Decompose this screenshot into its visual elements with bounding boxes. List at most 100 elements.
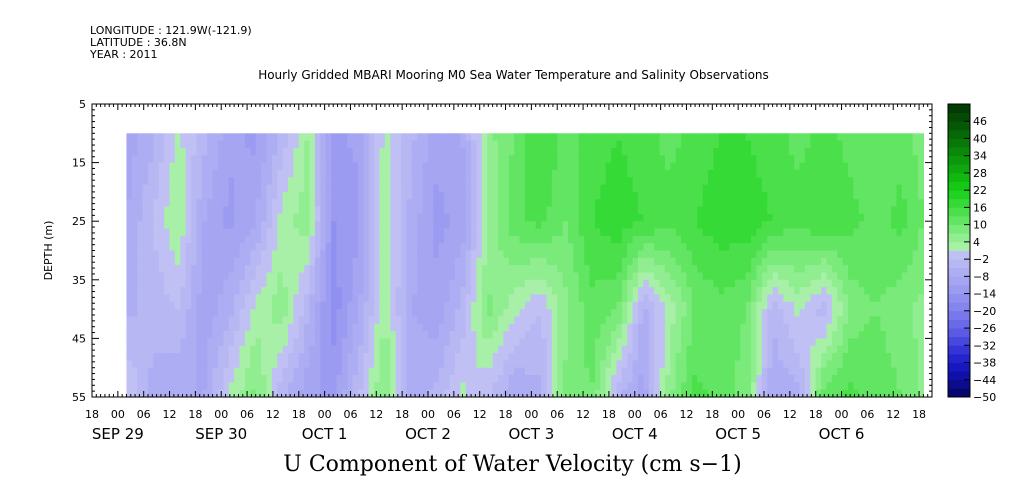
heatmap-cell — [514, 191, 521, 200]
heatmap-cell — [401, 140, 408, 149]
heatmap-cell — [282, 213, 289, 222]
heatmap-cell — [325, 287, 332, 296]
heatmap-cell — [514, 301, 521, 310]
heatmap-cell — [244, 294, 251, 303]
heatmap-cell — [632, 169, 639, 178]
heatmap-cell — [239, 155, 246, 164]
heatmap-cell — [261, 243, 268, 252]
heatmap-cell — [664, 169, 671, 178]
heatmap-cell — [675, 331, 682, 339]
heatmap-cell — [196, 338, 203, 347]
heatmap-cell — [508, 331, 515, 339]
heatmap-cell — [352, 177, 359, 186]
heatmap-cell — [794, 265, 801, 274]
heatmap-cell — [901, 367, 908, 376]
heatmap-cell — [643, 191, 650, 200]
heatmap-cell — [638, 221, 644, 230]
heatmap-cell — [573, 228, 580, 237]
heatmap-cell — [799, 287, 806, 296]
heatmap-cell — [691, 177, 698, 186]
heatmap-cell — [788, 272, 795, 281]
heatmap-cell — [368, 169, 375, 178]
heatmap-cell — [417, 316, 424, 325]
heatmap-cell — [761, 294, 768, 303]
heatmap-cell — [664, 184, 671, 193]
heatmap-cell — [153, 294, 160, 303]
heatmap-cell — [212, 331, 219, 339]
heatmap-cell — [384, 375, 391, 383]
heatmap-cell — [341, 140, 348, 149]
heatmap-cell — [363, 367, 370, 376]
heatmap-cell — [546, 309, 553, 318]
heatmap-cell — [433, 191, 440, 200]
heatmap-cell — [309, 191, 316, 200]
heatmap-cell — [196, 228, 203, 237]
heatmap-cell — [341, 323, 348, 332]
heatmap-cell — [573, 316, 580, 325]
heatmap-cell — [605, 294, 612, 303]
heatmap-cell — [331, 243, 338, 252]
heatmap-cell — [411, 228, 418, 237]
heatmap-cell — [449, 265, 456, 274]
heatmap-cell — [826, 257, 833, 266]
heatmap-cell — [627, 133, 634, 142]
heatmap-cell — [191, 250, 198, 259]
heatmap-cell — [589, 345, 596, 354]
heatmap-cell — [896, 228, 903, 237]
heatmap-cell — [174, 294, 181, 303]
heatmap-cell — [244, 221, 251, 230]
heatmap-cell — [788, 243, 795, 252]
heatmap-cell — [842, 162, 849, 171]
heatmap-cell — [422, 272, 429, 281]
heatmap-cell — [740, 316, 747, 325]
heatmap-cell — [277, 309, 284, 318]
heatmap-cell — [799, 250, 806, 259]
heatmap-cell — [675, 257, 682, 266]
heatmap-cell — [869, 177, 876, 186]
heatmap-cell — [788, 140, 795, 149]
heatmap-cell — [584, 279, 591, 288]
heatmap-cell — [842, 294, 849, 303]
heatmap-cell — [368, 147, 375, 156]
heatmap-cell — [853, 309, 860, 318]
heatmap-cell — [514, 199, 521, 208]
heatmap-cell — [799, 323, 806, 332]
heatmap-cell — [804, 345, 811, 354]
heatmap-cell — [503, 338, 510, 347]
heatmap-cell — [584, 206, 591, 215]
heatmap-cell — [331, 199, 338, 208]
heatmap-cell — [761, 257, 768, 266]
heatmap-cell — [815, 250, 822, 259]
heatmap-cell — [401, 316, 408, 325]
heatmap-cell — [514, 257, 521, 266]
heatmap-cell — [358, 353, 364, 361]
heatmap-cell — [180, 287, 187, 296]
heatmap-cell — [869, 272, 876, 281]
heatmap-cell — [266, 316, 273, 325]
heatmap-cell — [131, 133, 138, 142]
heatmap-cell — [907, 360, 914, 369]
heatmap-cell — [535, 309, 542, 318]
heatmap-cell — [740, 287, 747, 296]
heatmap-cell — [804, 162, 811, 171]
heatmap-cell — [826, 155, 833, 164]
heatmap-cell — [815, 272, 822, 281]
heatmap-cell — [638, 191, 644, 200]
heatmap-cell — [309, 316, 316, 325]
heatmap-cell — [196, 257, 203, 266]
heatmap-cell — [255, 257, 262, 266]
heatmap-cell — [675, 221, 682, 230]
heatmap-cell — [422, 243, 429, 252]
heatmap-cell — [546, 191, 553, 200]
heatmap-cell — [223, 257, 230, 266]
heatmap-cell — [336, 265, 343, 274]
heatmap-cell — [767, 191, 774, 200]
heatmap-cell — [589, 316, 596, 325]
heatmap-cell — [535, 316, 542, 325]
heatmap-cell — [772, 272, 779, 281]
heatmap-cell — [638, 228, 644, 237]
heatmap-cell — [255, 345, 262, 354]
heatmap-cell — [320, 272, 327, 281]
heatmap-cell — [164, 213, 171, 222]
heatmap-cell — [600, 301, 607, 310]
